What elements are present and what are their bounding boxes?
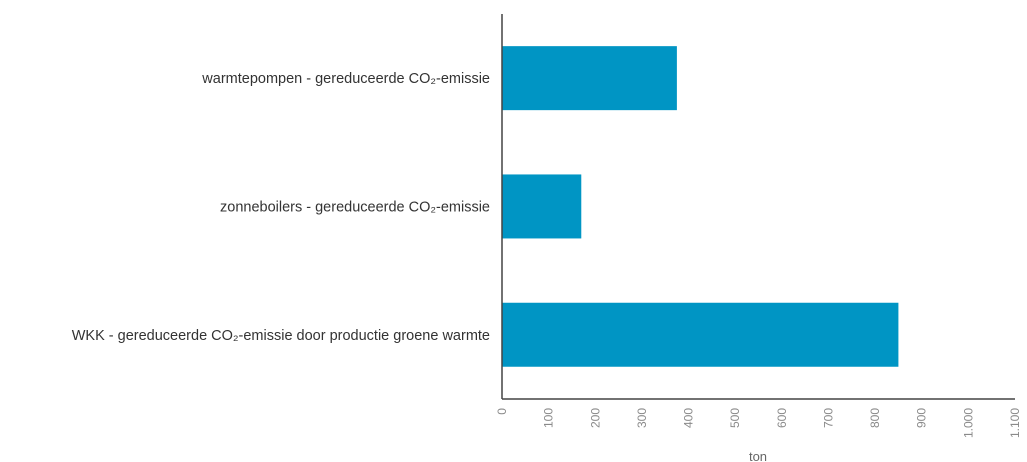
- x-tick-label-4: 400: [682, 408, 696, 428]
- x-tick-label-0: 0: [495, 408, 509, 415]
- x-axis-ticks: 0 100 200 300 400 500 600 700 800 900 1.000 1.100: [495, 408, 1022, 438]
- x-tick-label-9: 900: [915, 408, 929, 428]
- x-tick-label-3: 300: [635, 408, 649, 428]
- bars-group: [502, 46, 899, 367]
- category-label-0: warmtepompen - gereduceerde CO₂-emissie: [201, 71, 490, 87]
- bar-1: [502, 174, 582, 239]
- bar-2: [502, 302, 899, 367]
- x-tick-label-10: 1.000: [961, 408, 975, 438]
- category-label-2: WKK - gereduceerde CO₂-emissie door prod…: [72, 328, 490, 344]
- x-axis-title: ton: [749, 449, 767, 462]
- category-labels: warmtepompen - gereduceerde CO₂-emissie z…: [72, 71, 490, 344]
- x-tick-label-11: 1.100: [1008, 408, 1022, 438]
- x-tick-label-8: 800: [868, 408, 882, 428]
- category-label-1: zonneboilers - gereduceerde CO₂-emissie: [220, 199, 490, 215]
- x-tick-label-7: 700: [821, 408, 835, 428]
- x-tick-label-2: 200: [588, 408, 602, 428]
- x-tick-label-1: 100: [542, 408, 556, 428]
- x-tick-label-5: 500: [728, 408, 742, 428]
- bar-0: [502, 46, 677, 111]
- x-tick-label-6: 600: [775, 408, 789, 428]
